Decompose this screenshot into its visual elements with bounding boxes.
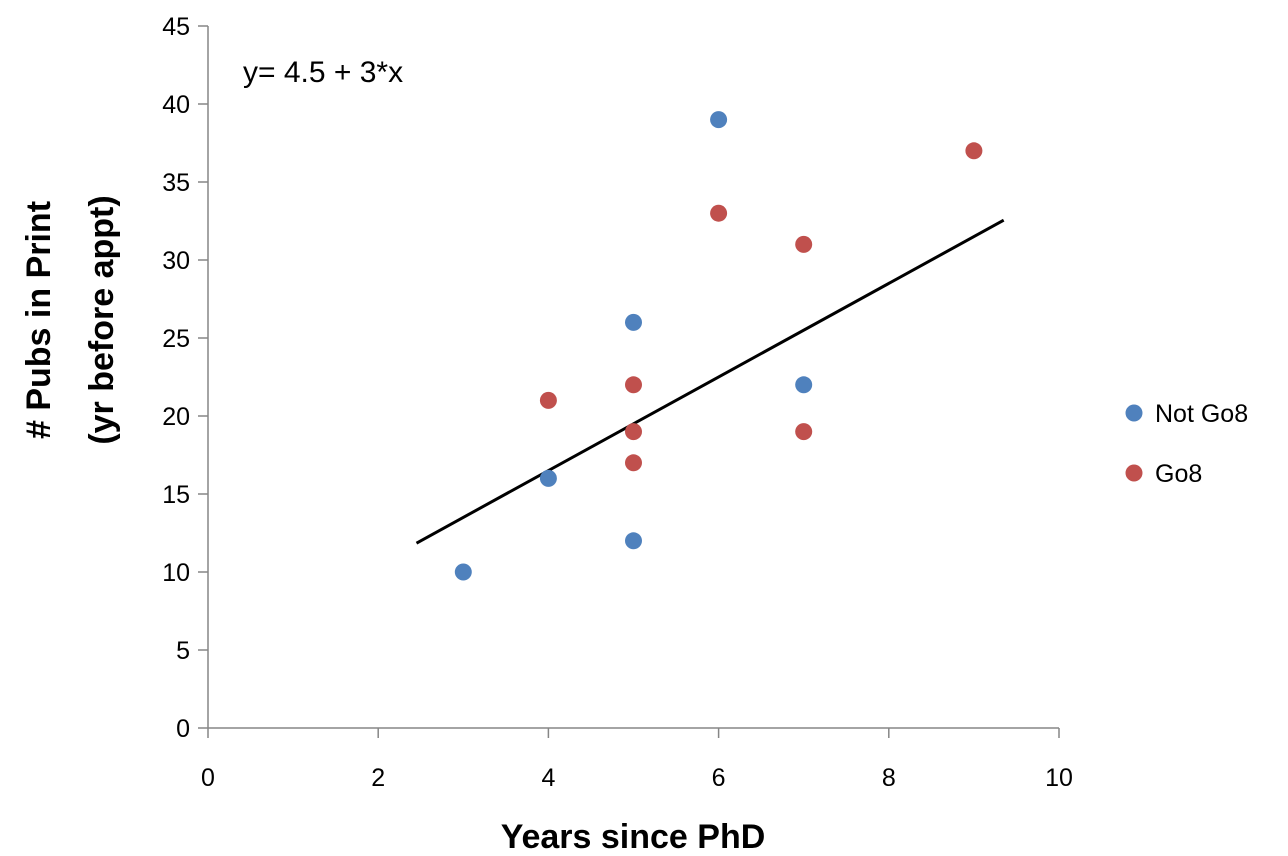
x-axis-title: Years since PhD — [501, 818, 766, 856]
x-tick-label: 8 — [882, 764, 896, 792]
y-tick-label: 10 — [162, 559, 190, 587]
data-point-go8 — [625, 423, 642, 441]
x-tick-label: 0 — [201, 764, 215, 792]
y-tick-label: 5 — [176, 637, 190, 665]
legend: Not Go8 Go8 — [1125, 400, 1248, 488]
data-point-go8 — [795, 423, 813, 441]
y-axis-title-line-2: (yr before appt) — [83, 195, 121, 444]
y-tick-label: 25 — [162, 325, 190, 353]
data-point-go8 — [795, 235, 813, 253]
equation-annotation: y= 4.5 + 3*x — [243, 56, 403, 89]
y-tick-label: 0 — [176, 715, 190, 743]
x-tick-label: 2 — [371, 764, 385, 792]
y-tick-label: 40 — [162, 91, 190, 119]
data-point-not-go8 — [795, 376, 813, 394]
data-point-go8 — [710, 204, 728, 222]
legend-marker — [1125, 464, 1143, 482]
x-tick-label: 4 — [541, 764, 555, 792]
x-tick-label: 10 — [1045, 764, 1073, 792]
legend-label: Go8 — [1155, 460, 1202, 488]
data-point-not-go8 — [454, 563, 472, 581]
data-point-not-go8 — [710, 111, 728, 129]
x-tick-label: 6 — [712, 764, 726, 792]
legend-marker — [1125, 404, 1143, 422]
data-point-not-go8 — [539, 469, 557, 487]
y-tick-label: 15 — [162, 481, 190, 509]
y-tick-label: 20 — [162, 403, 190, 431]
y-tick-label: 30 — [162, 247, 190, 275]
y-axis-title-line-1: # Pubs in Print — [20, 201, 58, 439]
legend-label: Not Go8 — [1155, 400, 1248, 428]
y-tick-label: 35 — [162, 169, 190, 197]
data-point-not-go8 — [625, 313, 642, 331]
data-point-go8 — [625, 376, 642, 394]
data-point-go8 — [625, 454, 642, 472]
axes: 0 5 10 15 20 25 30 35 40 45 0 2 4 6 8 10 — [162, 13, 1073, 792]
trendline-group — [415, 218, 1005, 545]
data-points — [454, 111, 983, 581]
data-point-not-go8 — [625, 532, 642, 550]
trendline — [415, 218, 1005, 545]
data-point-go8 — [539, 391, 557, 409]
data-point-go8 — [965, 142, 983, 160]
y-tick-label: 45 — [162, 13, 190, 41]
